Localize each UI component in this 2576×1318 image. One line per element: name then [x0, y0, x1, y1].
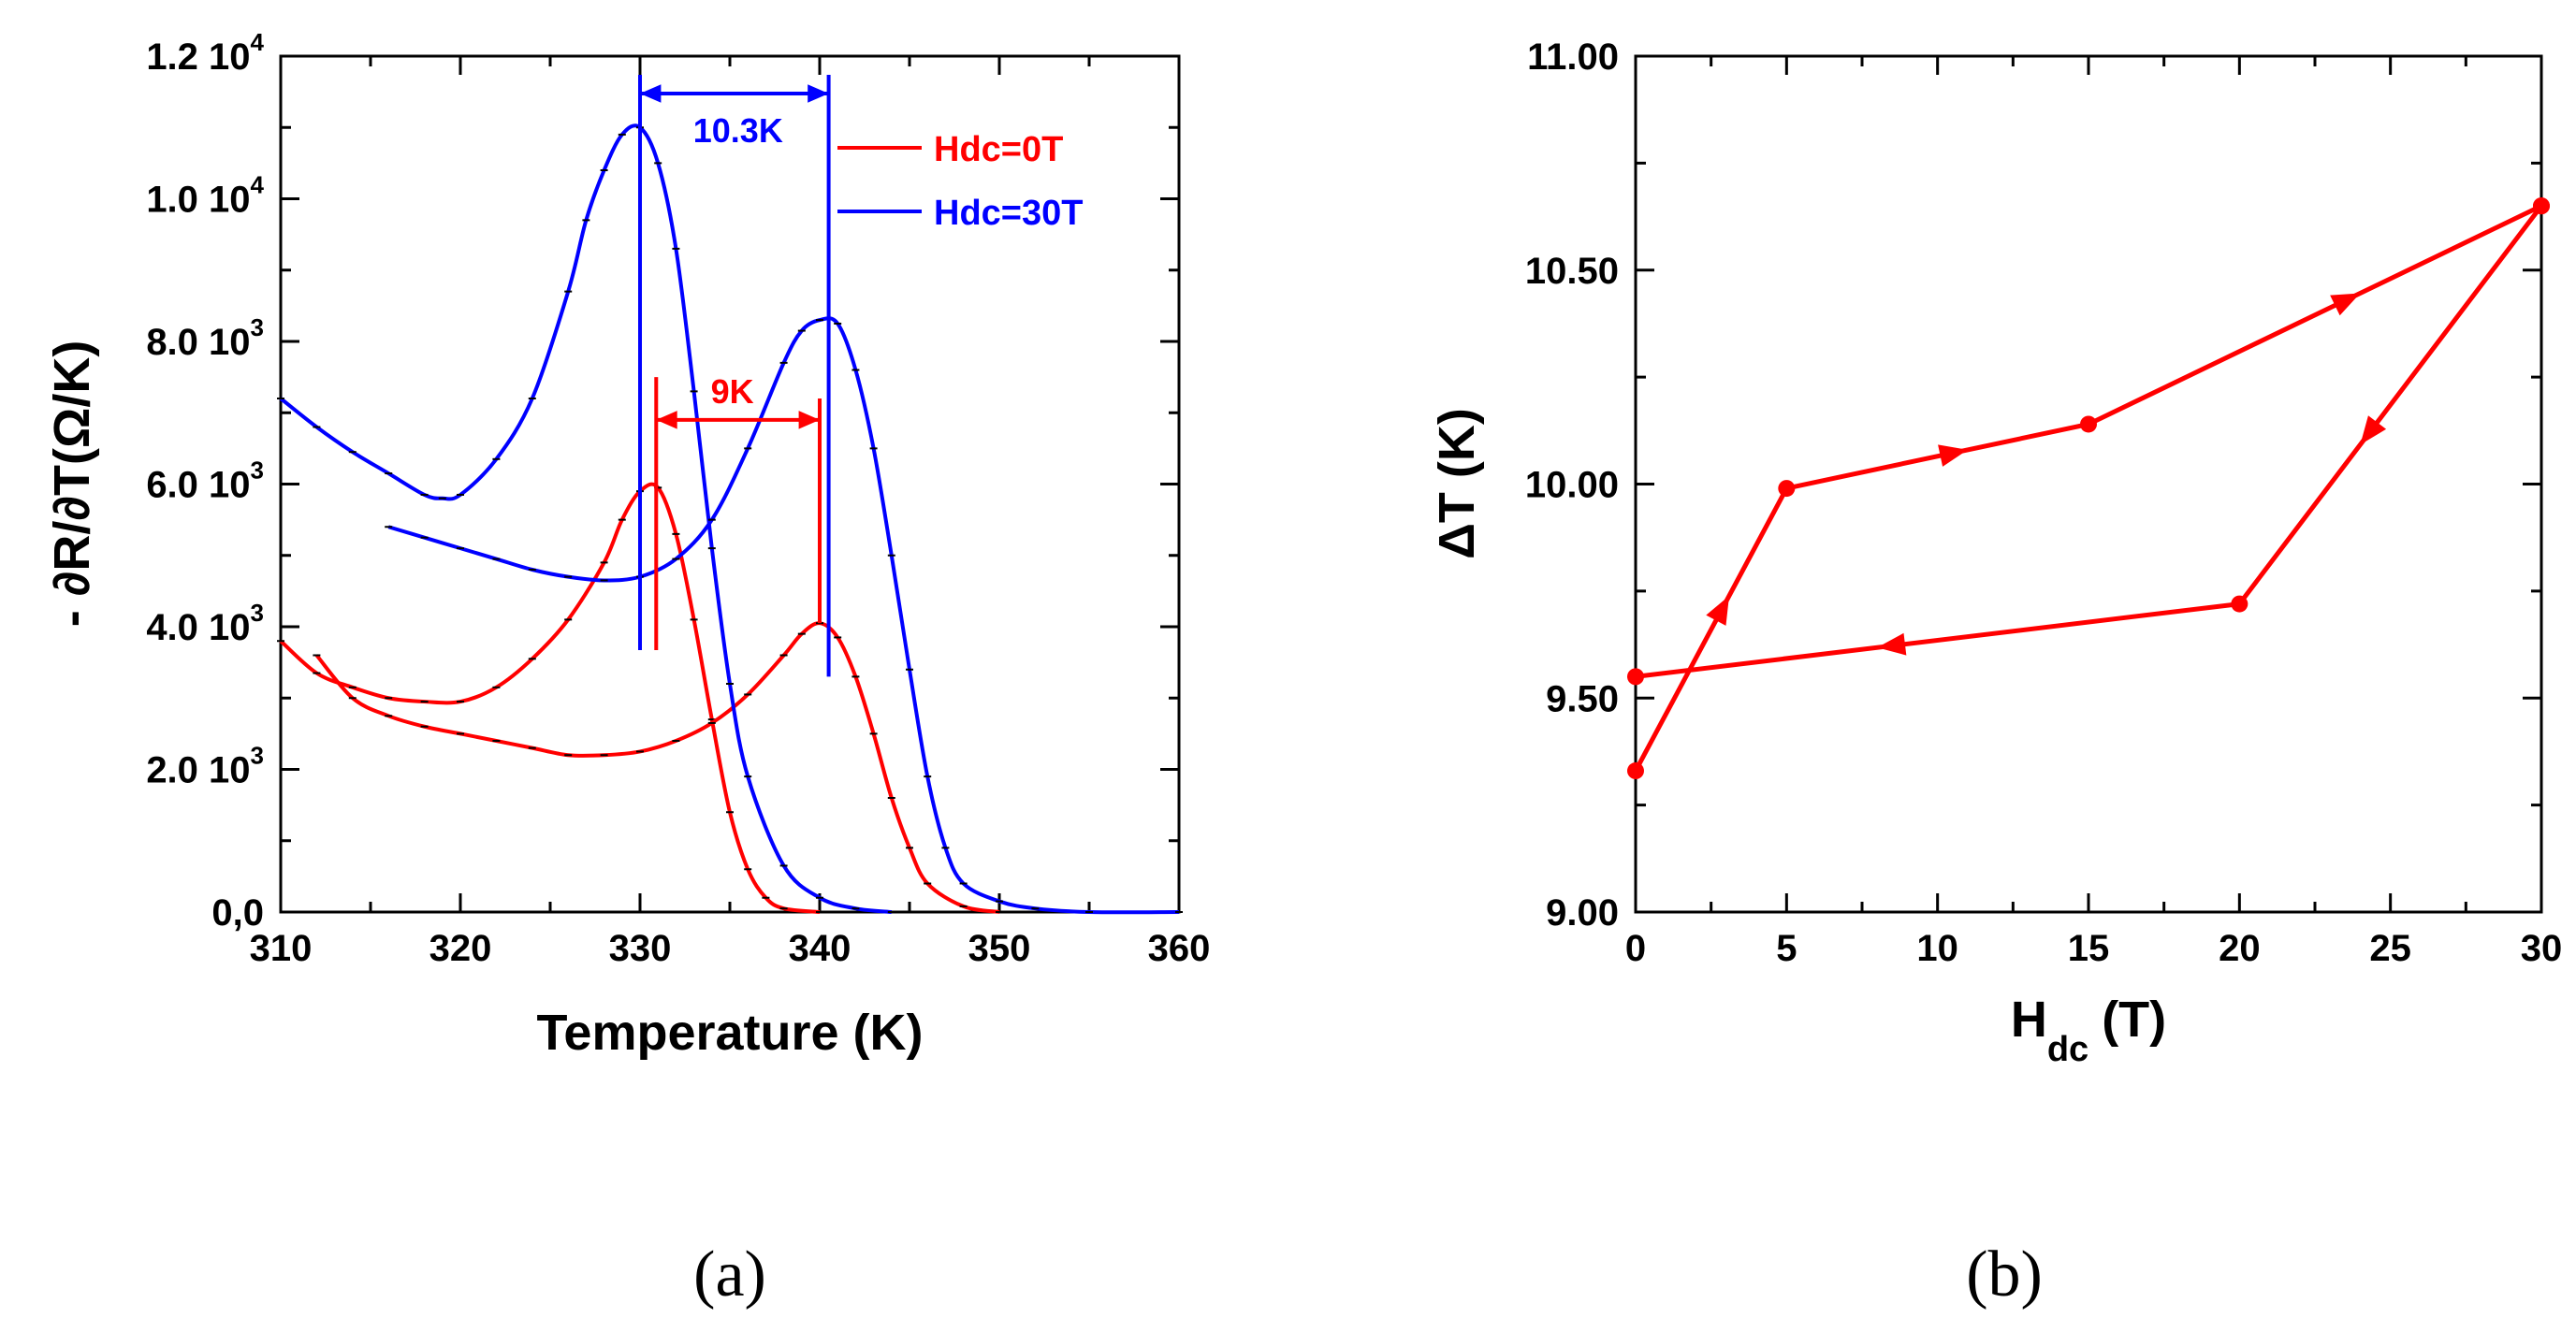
- series-a-2-line: [279, 123, 892, 914]
- annotation-10-3k-arrowhead-right: [808, 84, 829, 103]
- y-tick-mantissa-a: 6.0 10: [146, 465, 250, 506]
- x-tick-label-b: 10: [1916, 928, 1958, 969]
- chart-b-y-axis-label: ΔT (K): [1429, 408, 1485, 559]
- series-b-0-direction-arrow: [1706, 595, 1730, 626]
- x-tick-label-b: 30: [2521, 928, 2563, 969]
- series-b-1-point: [2533, 197, 2550, 215]
- chart-b: 0 5 10 15 20 25 30 9.00 9.50 10.00 10.50 11.00 Hdc…: [1429, 36, 2562, 1311]
- series-b-0-line: [1633, 203, 2543, 773]
- chart-b-plot-area: [1634, 54, 2543, 914]
- x-tick-label-b: 5: [1776, 928, 1797, 969]
- y-tick-exponent-a: 4: [251, 171, 265, 199]
- series-b-0-point: [1627, 762, 1644, 780]
- annotation-10-3k-arrowhead-left: [640, 84, 662, 103]
- series-b-0-point: [1778, 480, 1796, 498]
- annotation-9k-arrowhead-left: [656, 411, 677, 429]
- y-tick-label-b: 11.00: [1527, 36, 1619, 78]
- y-tick-mantissa-a: 2.0 10: [146, 750, 250, 791]
- y-tick-label-b: 9.00: [1546, 892, 1619, 934]
- x-tick-label-b: 25: [2369, 928, 2411, 969]
- y-tick-exponent-a: 3: [251, 742, 264, 770]
- x-tick-label-a: 360: [1148, 928, 1211, 969]
- y-tick-label-a: 8.0 103: [146, 313, 264, 363]
- x-tick-label-a: 350: [968, 928, 1031, 969]
- y-tick-exponent-a: 3: [251, 456, 264, 485]
- series-b-1-point: [2231, 595, 2249, 613]
- y-tick-label-a: 1.2 104: [146, 28, 264, 78]
- annotation-9k-label: 9K: [711, 372, 754, 411]
- series-a-3-line: [387, 316, 1180, 915]
- legend-label-hdc-30t: Hdc=30T: [934, 194, 1083, 233]
- y-tick-mantissa-a: 1.0 10: [146, 180, 250, 221]
- y-tick-label-a: 0,0: [211, 892, 264, 934]
- panel-label-a: (a): [693, 1238, 766, 1311]
- y-tick-exponent-a: 3: [251, 599, 264, 627]
- y-tick-mantissa-a: 4.0 10: [146, 607, 250, 648]
- chart-b-x-axis-unit: (T): [2102, 992, 2166, 1048]
- x-tick-label-b: 0: [1625, 928, 1646, 969]
- x-tick-label-a: 310: [250, 928, 313, 969]
- series-b-0-direction-arrow: [1938, 444, 1968, 467]
- x-tick-label-a: 330: [609, 928, 672, 969]
- y-tick-exponent-a: 4: [251, 28, 265, 56]
- x-tick-label-b: 20: [2219, 928, 2261, 969]
- panel-label-b: (b): [1966, 1238, 2043, 1311]
- series-b-1-direction-arrow: [1877, 632, 1907, 656]
- chart-b-x-axis-symbol: H: [2011, 992, 2047, 1048]
- chart-a-y-axis-label: - ∂R/∂T(Ω/K): [44, 340, 100, 628]
- y-tick-mantissa-a: 1.2 10: [146, 36, 250, 78]
- series-b-1-line: [1635, 204, 2543, 679]
- y-tick-mantissa-a: 8.0 10: [146, 322, 250, 363]
- chart-a-x-axis-label: Temperature (K): [536, 1005, 923, 1061]
- y-tick-label-a: 1.0 104: [146, 171, 264, 221]
- x-tick-label-a: 320: [429, 928, 492, 969]
- y-tick-label-a: 2.0 103: [146, 742, 264, 791]
- chart-b-x-axis-label: Hdc (T): [2011, 992, 2166, 1069]
- series-b-1-direction-arrow: [2360, 415, 2387, 445]
- y-tick-label-b: 9.50: [1546, 678, 1619, 719]
- legend-label-hdc-0t: Hdc=0T: [934, 130, 1063, 169]
- y-tick-exponent-a: 3: [251, 313, 264, 341]
- annotation-10-3k-label: 10.3K: [693, 111, 783, 150]
- y-tick-label-a: 4.0 103: [146, 599, 264, 648]
- series-a-0-line: [279, 482, 821, 914]
- series-a-1-line: [314, 621, 1000, 914]
- y-tick-label-b: 10.00: [1525, 465, 1619, 506]
- y-tick-mantissa-a: 0,0: [211, 892, 264, 934]
- chart-b-x-axis-subscript: dc: [2047, 1030, 2088, 1069]
- series-b-0-direction-arrow: [2330, 293, 2361, 316]
- series-b-1-point: [1627, 668, 1644, 686]
- x-tick-label-a: 340: [789, 928, 851, 969]
- y-tick-label-a: 6.0 103: [146, 456, 264, 506]
- annotation-9k-arrowhead-right: [798, 411, 820, 429]
- y-tick-label-b: 10.50: [1525, 251, 1619, 292]
- x-tick-label-b: 15: [2068, 928, 2110, 969]
- series-b-0-point: [2080, 415, 2097, 433]
